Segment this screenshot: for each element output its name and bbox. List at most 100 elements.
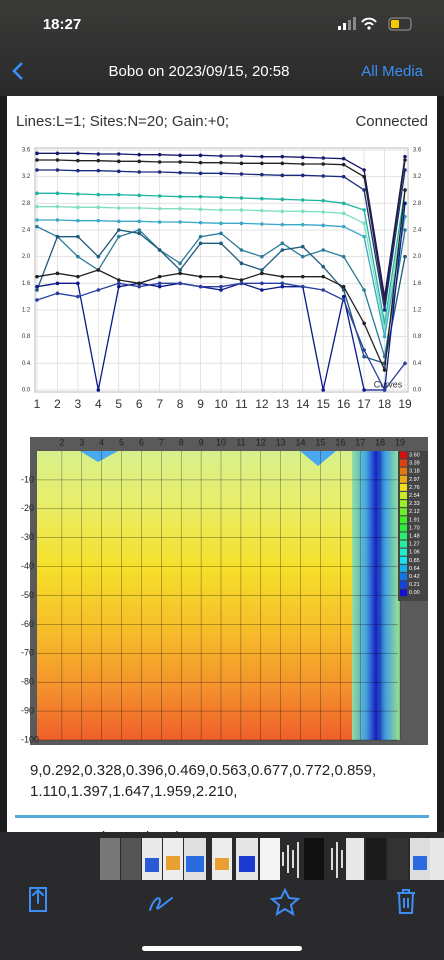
markup-button[interactable] [149, 897, 173, 911]
colorbar-label: 3.60 [409, 452, 420, 458]
all-media-link[interactable]: All Media [361, 63, 423, 80]
data-point [116, 152, 121, 156]
data-point [35, 191, 39, 196]
colorbar-swatch [400, 500, 407, 508]
x-tick-label: 10 [216, 437, 226, 447]
data-point [260, 271, 264, 276]
data-point [219, 221, 223, 226]
y-tick-label: -70 [21, 648, 34, 658]
x-tick-label: 17 [357, 397, 371, 411]
favorite-button[interactable] [269, 887, 301, 917]
x-tick-label: 2 [59, 437, 64, 447]
data-point [362, 208, 366, 212]
data-point [382, 368, 387, 372]
colorbar-label: 0.64 [409, 566, 420, 572]
data-point [55, 204, 60, 209]
share-button[interactable] [29, 887, 47, 912]
x-tick-label: 11 [236, 437, 245, 447]
data-point [321, 223, 326, 228]
data-point [35, 168, 39, 172]
data-point [157, 284, 162, 289]
data-point [382, 388, 387, 392]
data-point [96, 205, 101, 210]
data-point [403, 154, 407, 159]
nav-title: Bobo on 2023/09/15, 20:58 [109, 63, 290, 80]
data-point [35, 224, 39, 229]
data-point [137, 231, 142, 236]
colorbar-swatch [400, 540, 407, 548]
data-point [321, 248, 326, 252]
data-point [76, 168, 80, 173]
colorbar-swatch [400, 475, 407, 483]
data-point [35, 151, 39, 156]
colorbar-label: 1.70 [409, 525, 420, 531]
data-point [300, 222, 305, 227]
data-point [260, 222, 264, 226]
line-chart: 0.0 0.0 0.4 0.4 0.8 0.8 1.2 1.2 1.6 1.6 2.0 2.0 2.4 2… [22, 148, 422, 412]
colorbar-label: 3.39 [409, 461, 420, 467]
y-tick-label: 0.8 [413, 334, 422, 340]
y-tick-label: 0.0 [22, 388, 31, 394]
connection-status: Connected [355, 113, 428, 130]
x-tick-label: 17 [355, 437, 365, 447]
y-tick-label: 2.8 [22, 201, 31, 207]
y-tick-label: 3.2 [22, 174, 31, 180]
back-button[interactable] [12, 62, 23, 80]
data-point [239, 281, 244, 286]
data-point [260, 268, 264, 272]
colorbar-swatch [400, 467, 407, 475]
home-indicator [142, 946, 302, 951]
colorbar-label: 2.54 [409, 493, 420, 499]
data-point [341, 254, 346, 259]
data-point [55, 234, 60, 239]
colorbar-swatch [400, 508, 407, 516]
data-point [96, 254, 101, 259]
data-point [137, 281, 142, 286]
colorbar-label: 1.06 [409, 550, 420, 556]
data-point [96, 388, 101, 392]
data-point [178, 160, 182, 164]
clock: 18:27 [43, 16, 81, 33]
data-point [55, 271, 60, 276]
x-tick-label: 16 [337, 397, 351, 411]
data-point [137, 170, 142, 174]
data-point [403, 254, 407, 259]
data-point [321, 162, 326, 166]
colorbar-swatch [400, 532, 407, 540]
data-point [178, 206, 182, 211]
data-point [35, 298, 39, 302]
data-point [55, 151, 60, 156]
y-tick-label: 2.4 [22, 228, 31, 234]
x-tick-label: 7 [156, 397, 163, 411]
data-point [178, 170, 182, 175]
data-point [96, 288, 101, 292]
delete-button[interactable] [397, 889, 415, 914]
y-tick-label: 2.8 [413, 201, 422, 207]
data-point [362, 221, 366, 226]
thumbnail-strip[interactable] [100, 838, 444, 880]
data-point [137, 193, 142, 198]
data-point [321, 174, 326, 178]
colorbar-label: 1.27 [409, 542, 420, 548]
y-tick-label: 2.0 [22, 254, 31, 260]
data-point [362, 168, 366, 172]
colorbar-swatch [400, 581, 407, 589]
data-point [35, 274, 39, 279]
colorbar-label: 0.21 [409, 582, 420, 588]
data-point [157, 170, 162, 174]
data-point [362, 234, 366, 239]
data-point [341, 224, 346, 229]
data-point [137, 206, 142, 210]
x-tick-label: 4 [95, 397, 102, 411]
data-point [219, 195, 223, 200]
y-tick-label: 3.2 [413, 174, 422, 180]
data-point [137, 284, 142, 289]
data-point [321, 388, 326, 392]
data-point [157, 281, 162, 286]
x-tick-label: 9 [199, 437, 204, 447]
colorbar-swatch [400, 483, 407, 491]
x-tick-label: 1 [34, 397, 41, 411]
data-point [198, 284, 203, 289]
